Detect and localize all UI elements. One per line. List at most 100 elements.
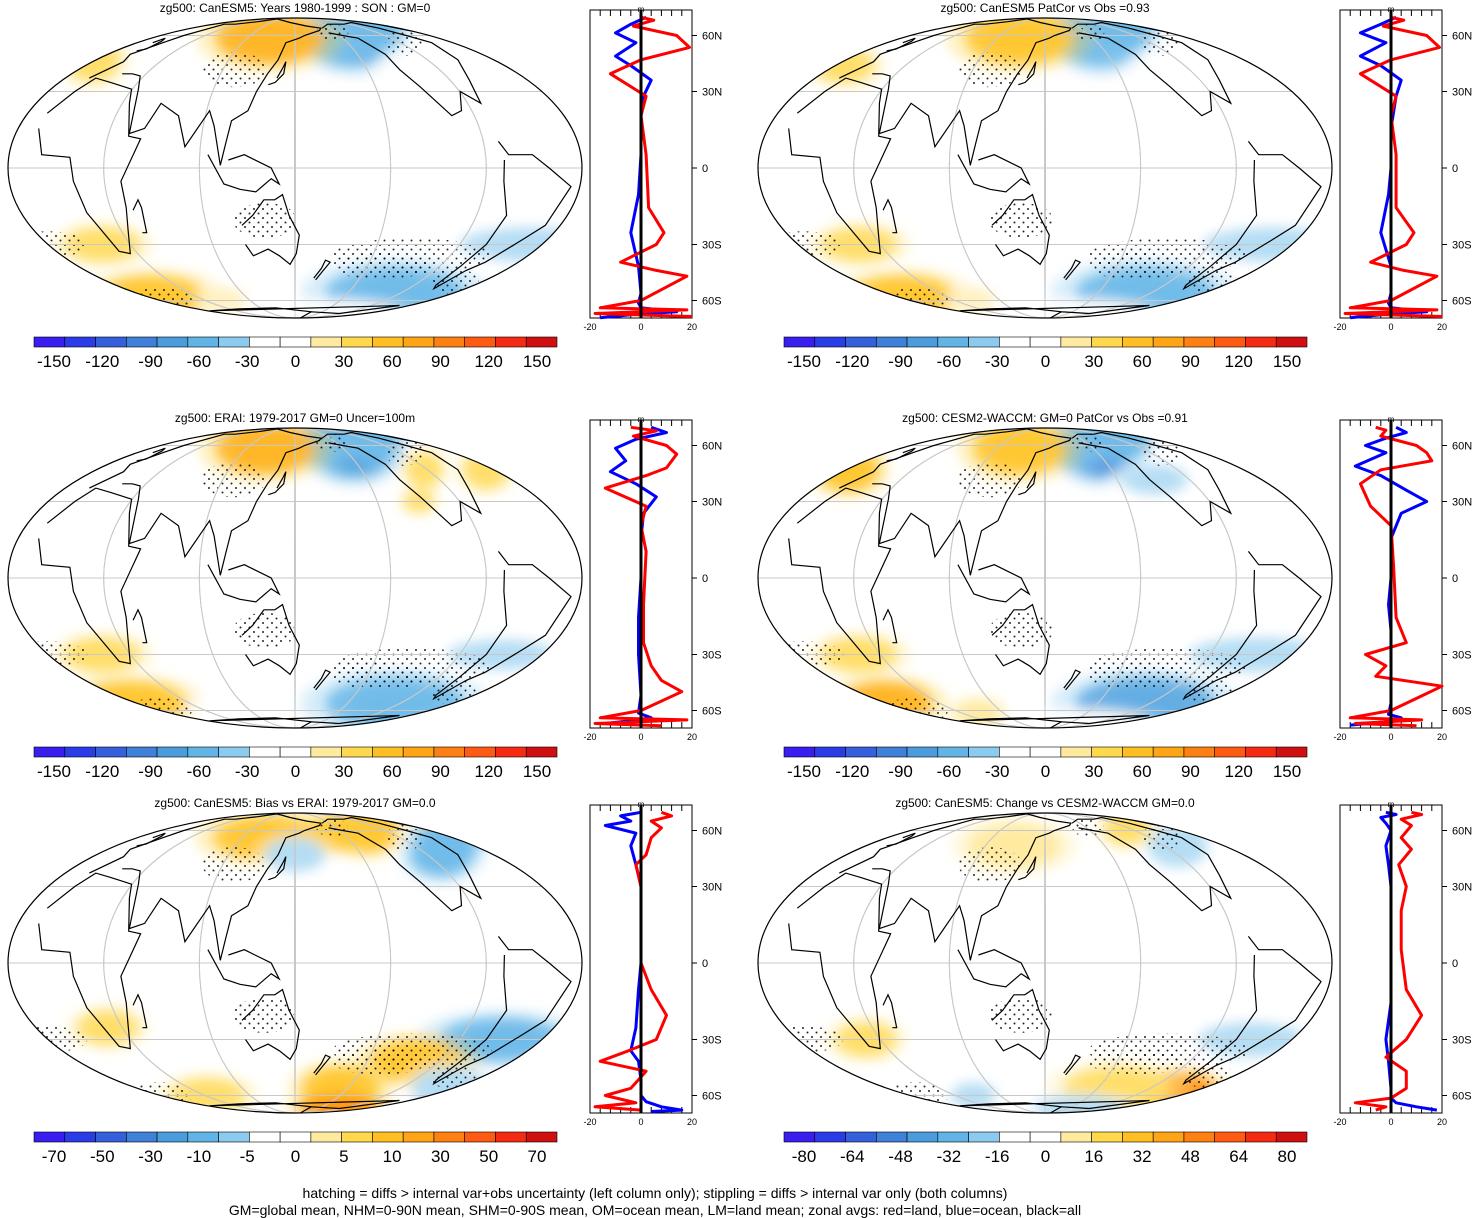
colorbar-tick-label: -120 xyxy=(835,762,869,781)
colorbar-tick-label: 30 xyxy=(334,762,353,781)
graticule-lon xyxy=(948,18,1142,318)
graticule-lon xyxy=(103,813,487,1113)
profile-land-line xyxy=(1348,425,1444,728)
panel-6: zg500: CanESM5: Change vs CESM2-WACCM GM… xyxy=(757,796,1472,1166)
stipple-region xyxy=(958,847,1023,883)
colorbar-swatch xyxy=(464,746,496,758)
stipple-region xyxy=(202,847,267,883)
panel-2: zg500: CanESM5 PatCor vs Obs =0.93 -150 -1… xyxy=(757,1,1472,371)
colorbar-tick-label: -60 xyxy=(187,352,212,371)
coastline-uk xyxy=(886,447,916,462)
coastline-north-america xyxy=(321,816,483,912)
colorbar-swatch xyxy=(1029,746,1062,758)
colorbar-tick-label: -90 xyxy=(888,762,913,781)
coastline-madagascar xyxy=(882,198,898,234)
stipple-region xyxy=(958,462,1023,498)
profile-land-line xyxy=(593,15,693,318)
coastline-eurasia xyxy=(839,428,1072,576)
panel-title: zg500: CanESM5: Bias vs ERAI: 1979-2017 … xyxy=(154,796,435,810)
graticule-lon xyxy=(198,18,392,318)
panel-5: zg500: CanESM5: Bias vs ERAI: 1979-2017 … xyxy=(7,796,722,1166)
colorbar-swatch xyxy=(937,336,969,348)
colorbar-tick-label: 90 xyxy=(1181,762,1200,781)
colorbar-tick-label: 0 xyxy=(291,762,300,781)
colorbar-tick-label: 16 xyxy=(1084,1147,1103,1166)
profile-lat-tick: 60N xyxy=(702,30,722,42)
colorbar-swatch xyxy=(156,336,189,348)
colorbar-swatch xyxy=(464,336,496,348)
coastline-australia xyxy=(241,193,300,266)
colorbar-swatch xyxy=(1275,1131,1308,1143)
colorbar-swatch xyxy=(1275,336,1308,348)
colorbar-swatch xyxy=(64,336,96,348)
colorbar-swatch xyxy=(1152,746,1185,758)
stipple-region xyxy=(989,997,1054,1033)
colorbar-tick-label: -30 xyxy=(985,352,1010,371)
colorbar-swatch xyxy=(1183,336,1216,348)
profile-lat-tick: 30N xyxy=(1452,87,1472,99)
colorbar-tick-label: 60 xyxy=(1133,762,1152,781)
colorbar-swatch xyxy=(875,746,908,758)
coastline-australia xyxy=(991,193,1050,266)
panel-title: zg500: CESM2-WACCM: GM=0 PatCor vs Obs =… xyxy=(902,411,1188,425)
colorbar-tick-label: 50 xyxy=(479,1147,498,1166)
graticule-lon xyxy=(294,428,296,728)
footer-line-1: hatching = diffs > internal var+obs unce… xyxy=(302,1185,1008,1201)
colorbar-swatch xyxy=(1214,746,1246,758)
stipple-region xyxy=(430,1063,479,1090)
profile-x-tick: 0 xyxy=(638,732,643,742)
colorbar-swatch xyxy=(495,336,527,348)
colorbar-swatch xyxy=(64,746,96,758)
graticule-lon xyxy=(948,813,1142,1113)
colorbar-tick-label: -30 xyxy=(235,762,260,781)
colorbar-tick-label: -30 xyxy=(235,352,260,371)
colorbar-swatch xyxy=(464,1131,496,1143)
coastline-madagascar xyxy=(882,608,898,644)
graticule-lon xyxy=(103,428,487,728)
colorbar-swatch xyxy=(95,746,127,758)
coastline-africa xyxy=(38,487,142,665)
colorbar-tick-label: -64 xyxy=(840,1147,865,1166)
colorbar-tick-label: 120 xyxy=(475,352,503,371)
colorbar-swatch xyxy=(1091,1131,1123,1143)
colorbar-tick-label: 30 xyxy=(1084,762,1103,781)
coastline-south-america xyxy=(1182,936,1322,1086)
profile-x-tick: -20 xyxy=(1333,1117,1346,1127)
colorbar-tick-label: 90 xyxy=(431,762,450,781)
coastline-uk xyxy=(136,832,166,847)
colorbar-swatch xyxy=(279,336,312,348)
colorbar-swatch xyxy=(525,746,558,758)
colorbar-swatch xyxy=(968,1131,1000,1143)
colorbar-tick-label: 32 xyxy=(1133,1147,1152,1166)
colorbar-swatch xyxy=(937,746,969,758)
zonal-profile: -20 0 20 m 60N 30N 0 30S 60S xyxy=(583,415,722,742)
profile-lat-tick: 0 xyxy=(702,163,708,175)
profile-unit: m xyxy=(1388,5,1395,14)
panel-3: zg500: ERAI: 1979-2017 GM=0 Uncer=100m -1… xyxy=(7,411,722,781)
coastline-north-america xyxy=(1071,431,1233,527)
colorbar-tick-label: 5 xyxy=(339,1147,348,1166)
profile-lat-tick: 60S xyxy=(1452,1091,1472,1103)
profile-unit: m xyxy=(1388,800,1395,809)
profile-x-tick: 20 xyxy=(1437,732,1447,742)
coastline-new-zealand xyxy=(1063,669,1082,691)
stipple-region xyxy=(958,52,1023,88)
colorbar-tick-label: -120 xyxy=(85,352,119,371)
colorbar-tick-label: 90 xyxy=(1181,352,1200,371)
coastline-eurasia xyxy=(89,428,322,576)
colorbar-swatch xyxy=(341,1131,373,1143)
colorbar-swatch xyxy=(187,746,219,758)
colorbar-tick-label: 0 xyxy=(291,352,300,371)
colorbar-swatch xyxy=(814,746,846,758)
colorbar-swatch xyxy=(814,1131,846,1143)
profile-x-tick: 0 xyxy=(1388,322,1393,332)
coastline-africa xyxy=(788,77,892,255)
colorbar-swatch xyxy=(310,746,342,758)
colorbar-swatch xyxy=(372,1131,404,1143)
coastline-north-america xyxy=(1071,21,1233,117)
profile-x-tick: 0 xyxy=(638,1117,643,1127)
map-outline xyxy=(757,17,1333,319)
stipple-region xyxy=(1088,253,1185,280)
coastline-uk xyxy=(886,832,916,847)
coastline-new-zealand xyxy=(313,669,332,691)
